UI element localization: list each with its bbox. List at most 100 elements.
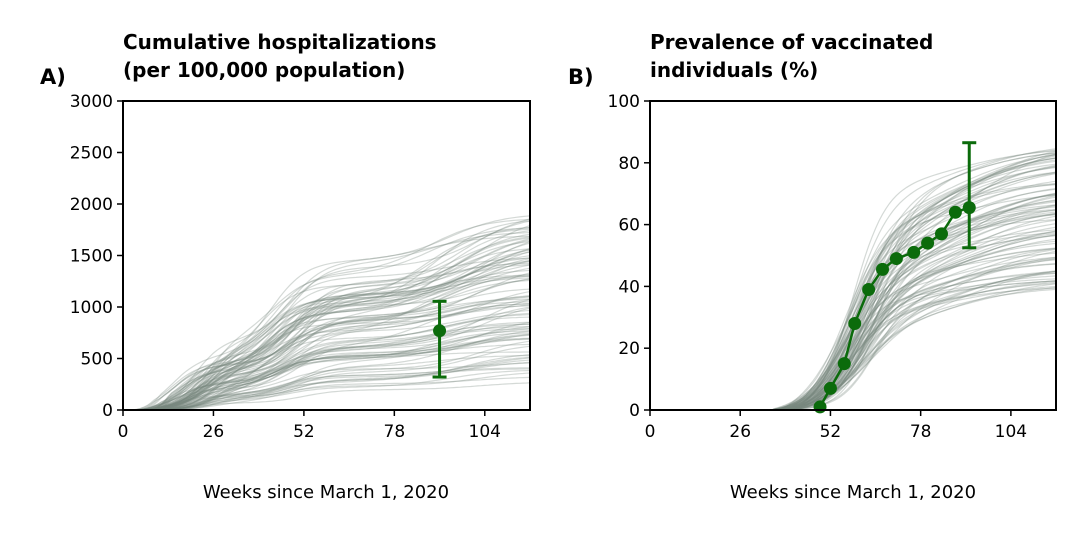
x-tick-label: 78 [384,422,406,442]
observed-point [948,205,962,219]
simulation-line [123,272,531,411]
simulation-line [123,332,531,411]
panel-b-simulation-lines [650,148,1057,411]
simulation-line [123,312,531,411]
panel-a: A) Cumulative hospitalizations (per 100,… [40,30,531,503]
observed-point [889,252,903,266]
simulation-line [123,295,531,411]
y-tick-label: 0 [102,401,113,421]
observed-point [875,262,889,276]
x-tick-label: 78 [910,422,932,442]
simulation-line [123,359,531,411]
simulation-line [123,345,531,411]
simulation-line [123,340,531,411]
y-tick-label: 2000 [70,195,113,215]
simulation-line [123,240,531,411]
simulation-line [123,275,531,411]
observed-point [433,324,447,338]
panel-b-x-axis-label: Weeks since March 1, 2020 [730,482,976,503]
observed-point [862,282,876,296]
panel-b: B) Prevalence of vaccinated individuals … [568,30,1057,503]
x-tick-label: 52 [293,422,315,442]
simulation-line [123,325,531,411]
simulation-line [123,235,531,411]
simulation-line [123,262,531,411]
observed-point [962,201,976,215]
simulation-line [123,330,531,411]
y-tick-label: 1500 [70,247,113,267]
simulation-line [123,343,531,411]
simulation-line [123,351,530,411]
simulation-line [123,316,531,411]
y-tick-label: 60 [618,216,640,236]
y-tick-label: 20 [618,339,640,359]
y-tick-label: 40 [618,277,640,297]
simulation-line [123,304,531,411]
simulation-line [123,369,531,411]
panel-a-x-axis-label: Weeks since March 1, 2020 [203,482,449,503]
panel-a-simulation-lines [123,215,531,411]
simulation-line [123,323,531,411]
simulation-line [123,237,531,411]
simulation-line [123,257,531,411]
simulation-line [123,323,531,411]
simulation-line [123,362,531,411]
x-tick-label: 26 [729,422,751,442]
simulation-line [123,225,531,411]
simulation-line [123,236,531,411]
panel-b-axes-frame [649,100,1057,411]
observed-point [934,227,948,241]
simulation-line [123,264,531,411]
simulation-line [123,321,531,411]
simulation-line [123,356,531,411]
simulation-line [123,255,531,411]
simulation-line [123,296,531,411]
observed-point [823,381,837,395]
simulation-line [123,291,531,411]
simulation-line [123,251,531,411]
y-tick-label: 500 [81,350,113,370]
x-tick-label: 26 [203,422,225,442]
simulation-line [123,227,531,411]
simulation-line [123,278,531,411]
y-tick-label: 1000 [70,298,113,318]
simulation-line [123,249,531,411]
simulation-line [123,220,531,411]
simulation-line [123,264,531,411]
simulation-line [123,275,531,411]
panel-a-ticks: 0 26 52 78 104 0 500 1000 1500 2000 2500 3000 [70,92,501,442]
y-tick-label: 0 [629,401,640,421]
simulation-line [123,239,531,411]
y-tick-label: 100 [608,92,640,112]
simulation-line [123,330,531,411]
simulation-line [123,328,531,411]
simulation-line [123,333,531,411]
simulation-line [123,259,531,411]
simulation-line [123,298,531,411]
simulation-line [123,288,531,411]
simulation-line [123,361,531,411]
panel-a-title-line-1: Cumulative hospitalizations [123,30,437,54]
panel-b-title-line-1: Prevalence of vaccinated [650,30,933,54]
x-tick-label: 104 [995,422,1027,442]
simulation-line [123,257,531,411]
simulation-line [123,230,531,411]
x-tick-label: 104 [469,422,501,442]
simulation-line [123,260,531,411]
simulation-line [123,337,531,411]
y-tick-label: 3000 [70,92,113,112]
simulation-line [123,238,531,411]
simulation-line [123,303,531,411]
simulation-line [123,298,531,411]
simulation-line [123,267,531,411]
simulation-line [123,334,531,411]
simulation-line [123,278,531,411]
x-tick-label: 0 [118,422,129,442]
simulation-line [123,218,531,411]
simulation-line [123,303,531,411]
simulation-line [123,299,531,411]
simulation-line [123,354,531,411]
panel-b-observed [813,141,977,414]
simulation-line [123,338,531,411]
y-tick-label: 80 [618,154,640,174]
